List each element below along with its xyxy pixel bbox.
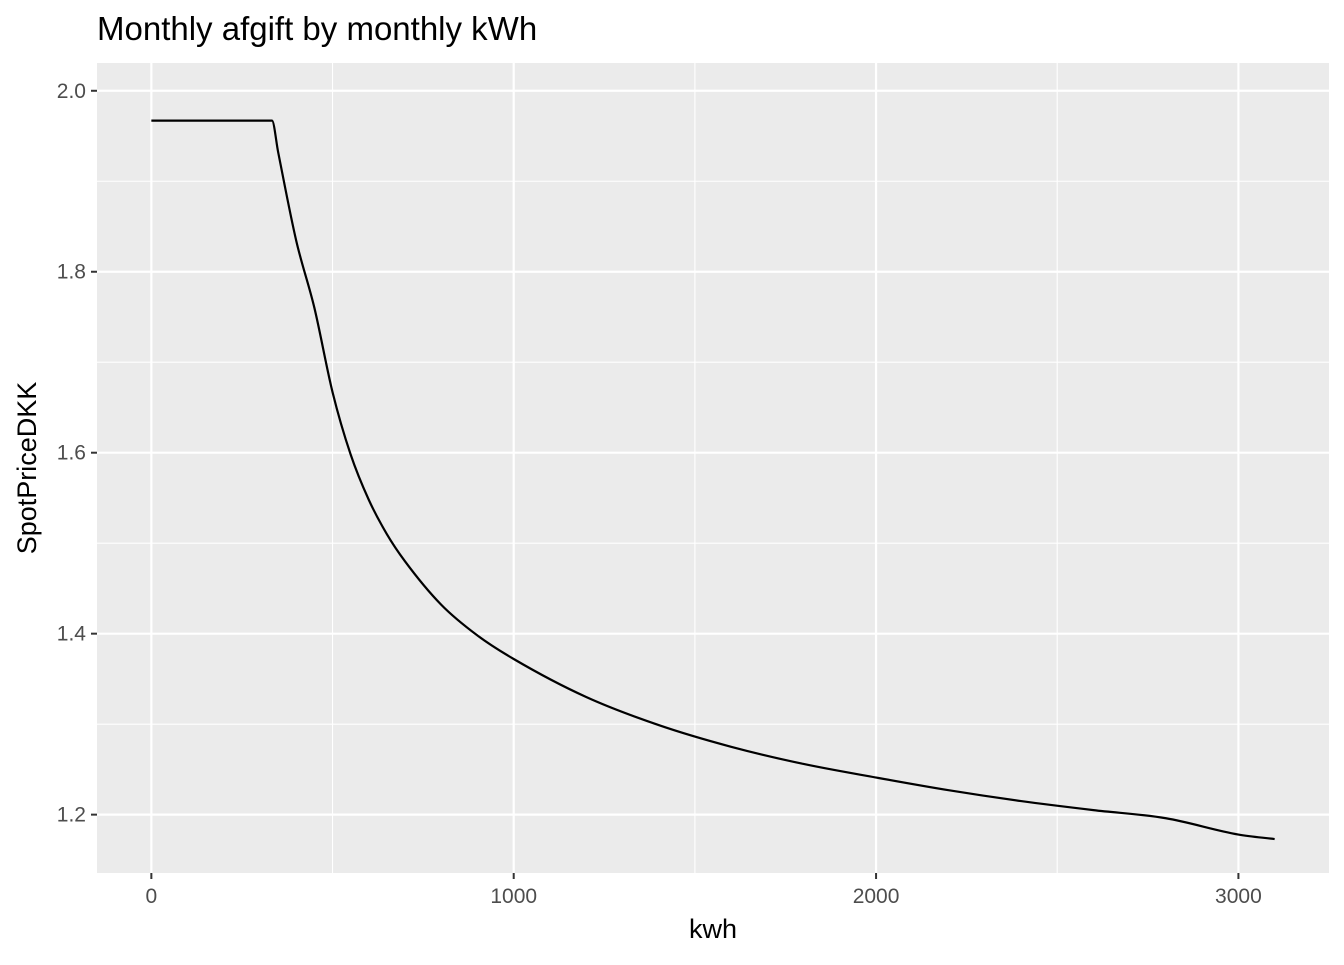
major-gridlines — [97, 63, 1329, 873]
minor-gridlines — [97, 63, 1329, 873]
y-tick-label: 2.0 — [57, 80, 86, 103]
x-axis-title: kwh — [689, 914, 737, 944]
y-axis-title: SpotPriceDKK — [12, 382, 42, 555]
x-tick-label: 2000 — [853, 885, 900, 908]
y-tick-label: 1.4 — [57, 623, 87, 646]
y-tick-label: 1.2 — [57, 804, 86, 827]
plot-panel — [97, 63, 1329, 873]
x-tick-label: 0 — [146, 885, 158, 908]
x-tick-label: 1000 — [490, 885, 537, 908]
series-line — [151, 119, 1275, 841]
chart-title: Monthly afgift by monthly kWh — [97, 10, 537, 47]
y-tick-label: 1.8 — [57, 261, 86, 284]
y-axis: 1.2 1.4 1.6 1.8 2.0 — [57, 80, 97, 827]
x-tick-label: 3000 — [1215, 885, 1262, 908]
x-axis: 0 1000 2000 3000 — [146, 873, 1262, 908]
y-tick-label: 1.6 — [57, 442, 86, 465]
